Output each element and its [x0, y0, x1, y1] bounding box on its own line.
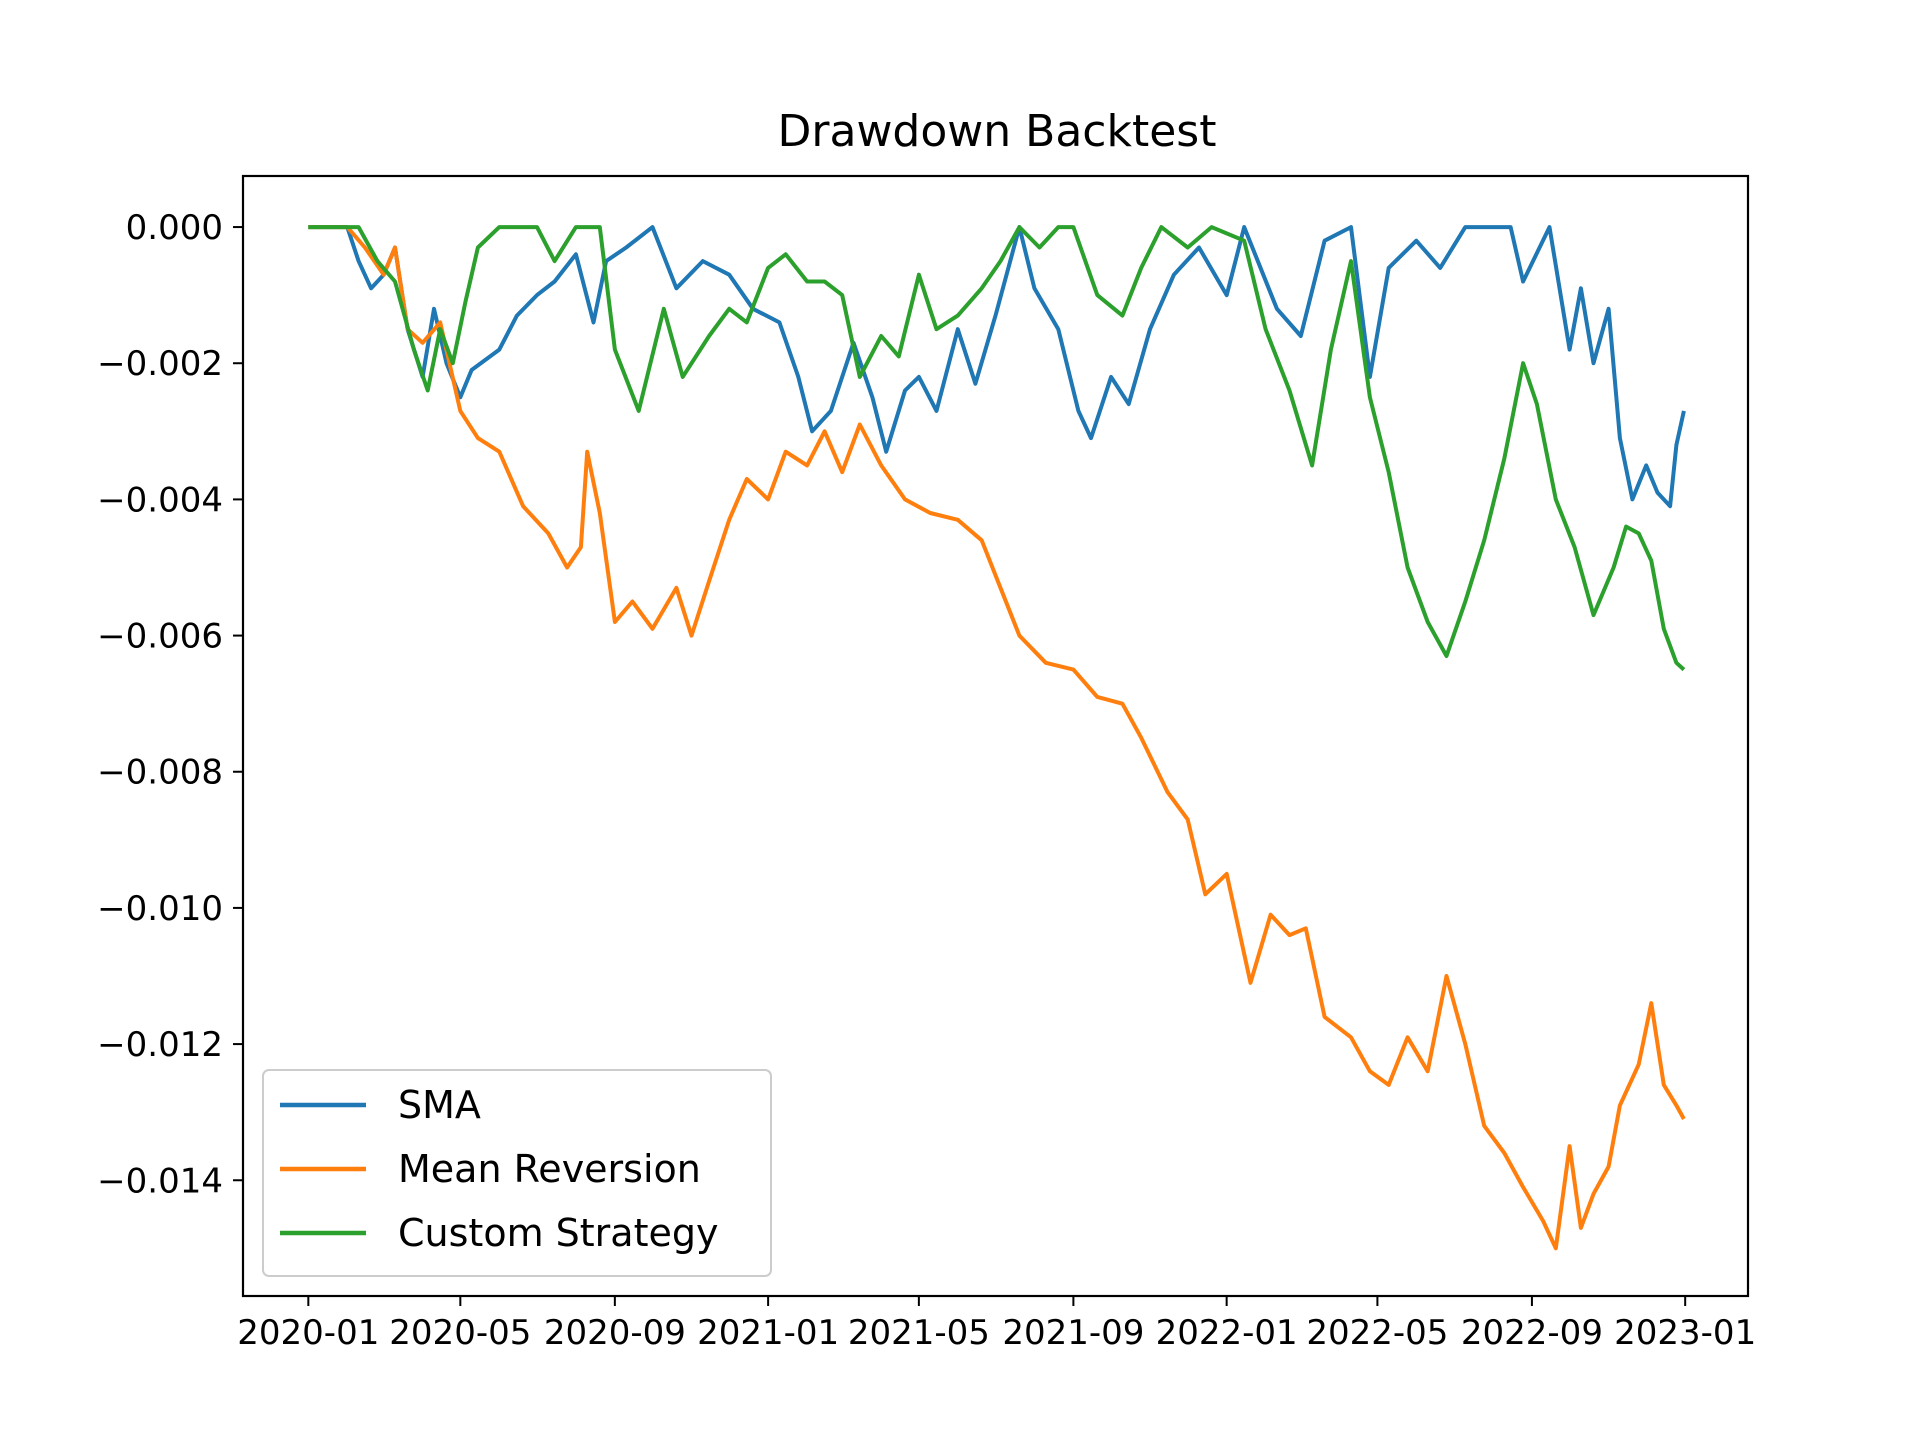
legend-label: Custom Strategy: [398, 1211, 718, 1255]
legend-box: [262, 1069, 772, 1277]
series-layer: [308, 225, 1686, 1251]
series-line-custom-strategy: [308, 225, 1686, 672]
y-tick-label: −0.002: [97, 344, 223, 384]
x-tick-label: 2021-01: [697, 1313, 839, 1353]
series-line-mean-reversion: [308, 225, 1686, 1251]
y-tick-label: −0.008: [97, 753, 223, 793]
x-tick-label: 2021-09: [1002, 1313, 1144, 1353]
x-tick-label: 2022-09: [1461, 1313, 1603, 1353]
y-tick-label: −0.010: [97, 889, 223, 929]
x-tick-label: 2021-05: [848, 1313, 990, 1353]
y-tick-label: −0.006: [97, 617, 223, 657]
x-tick-label: 2020-01: [237, 1313, 379, 1353]
legend-label: Mean Reversion: [398, 1147, 701, 1191]
y-tick-label: −0.012: [97, 1025, 223, 1065]
x-tick-label: 2022-01: [1156, 1313, 1298, 1353]
legend-label: SMA: [398, 1083, 481, 1127]
axes-frame: [241, 174, 1750, 1298]
y-tick-label: −0.004: [97, 480, 223, 520]
series-line-sma: [308, 225, 1686, 509]
x-axis: 2020-01 2020-05 2020-09 2021-01 2021-05 2021-…: [237, 1296, 1756, 1353]
x-tick-label: 2020-05: [389, 1313, 531, 1353]
y-tick-label: 0.000: [126, 208, 223, 248]
x-tick-label: 2022-05: [1306, 1313, 1448, 1353]
x-tick-label: 2020-09: [544, 1313, 686, 1353]
y-axis: 0.000 −0.002 −0.004 −0.006 −0.008 −0.010 −0.01…: [97, 208, 243, 1201]
chart-title: Drawdown Backtest: [778, 106, 1217, 157]
x-tick-label: 2023-01: [1614, 1313, 1756, 1353]
legend: SMA Mean Reversion Custom Strategy: [262, 1069, 772, 1277]
y-tick-label: −0.014: [97, 1161, 223, 1201]
